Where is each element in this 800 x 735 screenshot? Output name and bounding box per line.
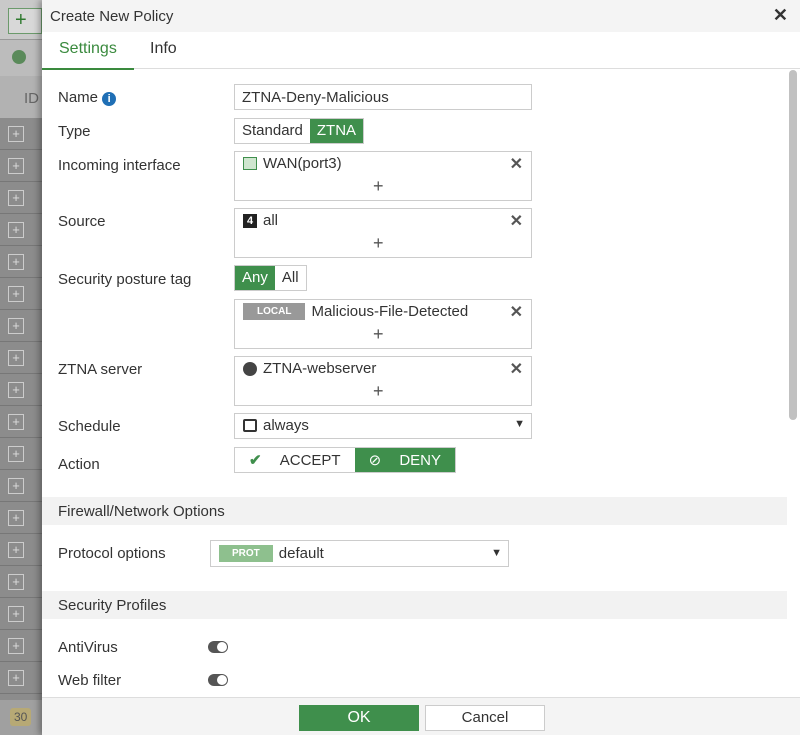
interface-icon [243,157,257,170]
expand-icon: + [8,670,24,686]
remove-icon[interactable]: ✕ [509,361,523,378]
name-input[interactable]: ZTNA-Deny-Malicious [234,84,532,110]
expand-icon: + [8,414,24,430]
add-icon[interactable]: + [373,233,384,253]
address-icon: 4 [243,213,257,228]
close-icon[interactable]: ✕ [772,5,788,25]
protocol-options-value: default [278,545,324,562]
add-icon[interactable]: + [373,381,384,401]
create-policy-dialog: Create New Policy ✕ Settings Info Name i … [42,0,800,735]
add-icon [12,50,26,64]
tab-info[interactable]: Info [150,40,177,57]
remove-icon[interactable]: ✕ [509,213,523,230]
ztna-server-field[interactable]: ZTNA-webserver ✕ + [234,356,532,406]
cancel-button[interactable]: Cancel [425,705,545,731]
prot-badge: PROT [219,545,273,562]
web-filter-toggle[interactable] [208,674,228,686]
schedule-label: Schedule [58,418,121,435]
tab-settings[interactable]: Settings [42,40,134,70]
ok-button[interactable]: OK [299,705,419,731]
background-policy-table: + ID + + + + + + + + + + + + + + + + + +… [0,0,44,735]
incoming-interface-field[interactable]: WAN(port3) ✕ + [234,151,532,201]
type-ztna-option[interactable]: ZTNA [309,119,364,143]
info-icon[interactable]: i [102,92,117,106]
source-label: Source [58,213,106,230]
type-standard-option[interactable]: Standard [242,122,303,139]
action-label: Action [58,456,100,473]
scrollbar[interactable] [789,70,797,420]
expand-icon: + [8,254,24,270]
type-label: Type [58,123,91,140]
ztna-server-label: ZTNA server [58,361,143,378]
expand-icon: + [8,478,24,494]
expand-icon: + [8,158,24,174]
protocol-options-label: Protocol options [58,545,166,562]
name-label: Name i [58,89,117,106]
count-badge: 30 [10,708,32,726]
check-icon: ✔ [249,452,262,469]
expand-icon: + [8,126,24,142]
expand-icon: + [8,350,24,366]
expand-icon: + [8,286,24,302]
chevron-down-icon: ▼ [514,418,525,430]
dialog-title: Create New Policy [50,8,174,25]
security-posture-field[interactable]: LOCAL Malicious-File-Detected ✕ + [234,299,532,349]
source-value: all [263,212,279,229]
action-deny-option[interactable]: ⊘ DENY [354,448,456,472]
firewall-section-heading: Firewall/Network Options [42,497,787,525]
remove-icon[interactable]: ✕ [509,156,523,173]
expand-icon: + [8,510,24,526]
posture-all-option[interactable]: All [281,269,299,286]
action-accept-option[interactable]: ✔ ACCEPT [235,448,355,472]
server-globe-icon [243,361,257,376]
incoming-interface-label: Incoming interface [58,157,181,174]
posture-any-option[interactable]: Any [235,266,275,290]
antivirus-toggle[interactable] [208,641,228,653]
remove-icon[interactable]: ✕ [509,304,523,321]
expand-icon: + [8,222,24,238]
add-icon[interactable]: + [373,176,384,196]
chevron-down-icon: ▼ [491,547,502,559]
schedule-value: always [263,417,309,434]
expand-icon: + [8,190,24,206]
expand-icon: + [8,606,24,622]
expand-icon: + [8,382,24,398]
expand-icon: + [8,542,24,558]
ztna-server-value: ZTNA-webserver [263,360,377,377]
expand-icon: + [8,318,24,334]
schedule-clock-icon [243,419,257,432]
security-posture-label: Security posture tag [58,271,192,288]
create-new-button: + [8,8,42,34]
expand-icon: + [8,638,24,654]
antivirus-label: AntiVirus [58,639,118,656]
local-badge: LOCAL [243,303,306,320]
column-header-id: ID [0,76,44,118]
add-icon[interactable]: + [373,324,384,344]
expand-icon: + [8,446,24,462]
expand-icon: + [8,574,24,590]
schedule-select[interactable]: always ▼ [234,413,532,439]
protocol-options-select[interactable]: PROT default ▼ [210,540,509,567]
deny-icon: ⊘ [368,452,382,469]
source-field[interactable]: 4 all ✕ + [234,208,532,258]
posture-tag-value: Malicious-File-Detected [311,303,469,320]
security-profiles-heading: Security Profiles [42,591,787,619]
incoming-interface-value: WAN(port3) [263,155,342,172]
web-filter-label: Web filter [58,672,122,689]
